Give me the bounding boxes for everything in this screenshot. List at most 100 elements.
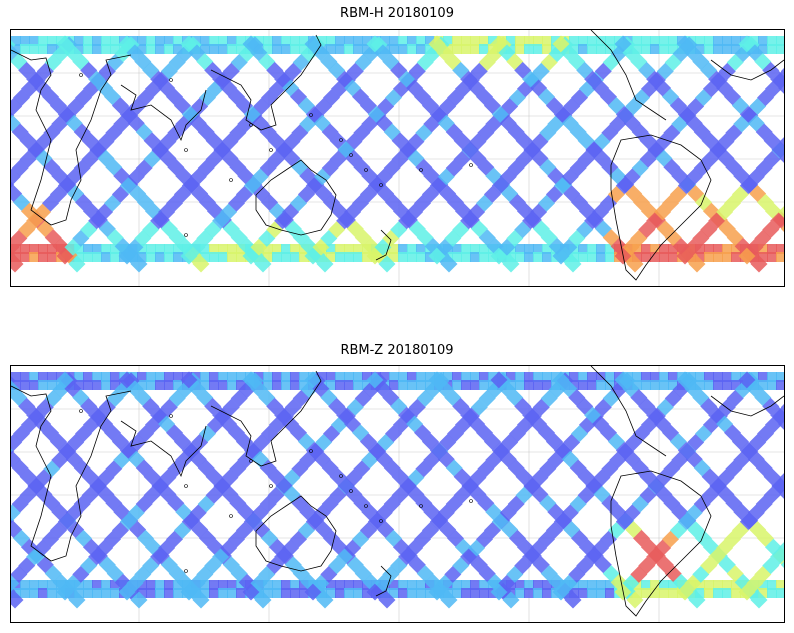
swath-cell xyxy=(236,44,246,54)
island xyxy=(79,73,83,77)
swath-cell xyxy=(281,380,291,390)
swath-cell xyxy=(38,588,48,598)
swath-cell xyxy=(596,588,606,598)
swath-cell xyxy=(155,372,165,382)
island xyxy=(184,569,188,573)
swath-cell xyxy=(650,588,660,598)
swath-cell xyxy=(452,588,462,598)
swath-cell xyxy=(263,36,273,46)
swath-cell xyxy=(452,252,462,262)
coastline xyxy=(210,34,322,131)
swath-cell xyxy=(731,580,741,590)
swath-cell xyxy=(632,36,642,46)
swath-cell xyxy=(626,255,644,273)
swath-cell xyxy=(164,244,174,254)
swath-cell xyxy=(227,588,237,598)
swath-cell xyxy=(20,588,30,598)
swath-cell xyxy=(236,588,246,598)
swath-cell xyxy=(209,252,219,262)
swath-cell xyxy=(704,380,714,390)
swath-cell xyxy=(281,44,291,54)
swath-cell xyxy=(722,372,732,382)
swath-cell xyxy=(335,380,345,390)
swath-cell xyxy=(236,252,246,262)
top-map-title: RBM-H 20180109 xyxy=(340,6,454,21)
swath-cell xyxy=(758,244,768,254)
swath-cell xyxy=(38,252,48,262)
swath-cell xyxy=(722,244,732,254)
swath-cell xyxy=(137,580,147,590)
island xyxy=(309,113,313,117)
swath-cell xyxy=(650,244,660,254)
swath-cell xyxy=(227,252,237,262)
swath-cell xyxy=(416,44,426,54)
island xyxy=(184,148,188,152)
swath-cell xyxy=(326,380,336,390)
swath-cell xyxy=(713,380,723,390)
swath-cell xyxy=(632,252,642,262)
swath-cell xyxy=(524,44,534,54)
swath-cell xyxy=(20,252,30,262)
swath-cell xyxy=(74,44,84,54)
swath-cell xyxy=(758,588,768,598)
swath-cell xyxy=(11,591,24,609)
swath-cell xyxy=(470,588,480,598)
swath-cell xyxy=(416,244,426,254)
island xyxy=(184,233,188,237)
swath-cell xyxy=(461,580,471,590)
swath-cell xyxy=(137,380,147,390)
swath-cell xyxy=(416,580,426,590)
swath-cell xyxy=(263,380,273,390)
coastlines xyxy=(11,366,784,617)
swath-cell xyxy=(83,372,93,382)
swath-cell xyxy=(353,244,363,254)
swath-cell xyxy=(290,244,300,254)
swath-cell xyxy=(236,36,246,46)
swath-cell xyxy=(281,372,291,382)
swath-cell xyxy=(398,380,408,390)
island xyxy=(339,474,343,478)
island xyxy=(269,148,273,152)
swath-cell xyxy=(605,244,615,254)
coastline xyxy=(255,495,337,572)
swath-cell xyxy=(695,380,705,390)
swath-cell xyxy=(263,244,273,254)
swath-cell xyxy=(29,588,39,598)
swath-cell xyxy=(83,36,93,46)
swath-cell xyxy=(101,380,111,390)
swath-cell xyxy=(155,380,165,390)
swath-cell xyxy=(578,44,588,54)
swath-cell xyxy=(443,372,453,382)
swath-cell xyxy=(632,588,642,598)
swath-cell xyxy=(389,588,399,598)
swath-cell xyxy=(272,372,282,382)
swath-cell xyxy=(290,380,300,390)
swath-cell xyxy=(515,244,525,254)
island xyxy=(249,123,253,127)
swath-cell xyxy=(542,580,552,590)
swath-cell xyxy=(236,244,246,254)
swath-cell xyxy=(299,372,309,382)
swath-cell xyxy=(29,580,39,590)
swath-cell xyxy=(470,252,480,262)
swath-cell xyxy=(47,44,57,54)
swath-cell xyxy=(173,372,183,382)
swath-cell xyxy=(569,380,579,390)
swath-cell xyxy=(398,44,408,54)
top-map-canvas xyxy=(11,30,784,286)
swath-cell xyxy=(578,380,588,390)
island xyxy=(364,168,368,172)
swath-cell xyxy=(596,380,606,390)
swath-cell xyxy=(378,591,396,609)
swath-cell xyxy=(605,372,615,382)
swath-cell xyxy=(461,380,471,390)
swath-cell xyxy=(722,252,732,262)
swath-cell xyxy=(74,372,84,382)
swath-cell xyxy=(173,380,183,390)
swath-cell xyxy=(731,252,741,262)
swath-cell xyxy=(587,588,597,598)
swath-cell xyxy=(452,244,462,254)
swath-cell xyxy=(461,588,471,598)
swath-cell xyxy=(587,380,597,390)
swath-cell xyxy=(263,580,273,590)
